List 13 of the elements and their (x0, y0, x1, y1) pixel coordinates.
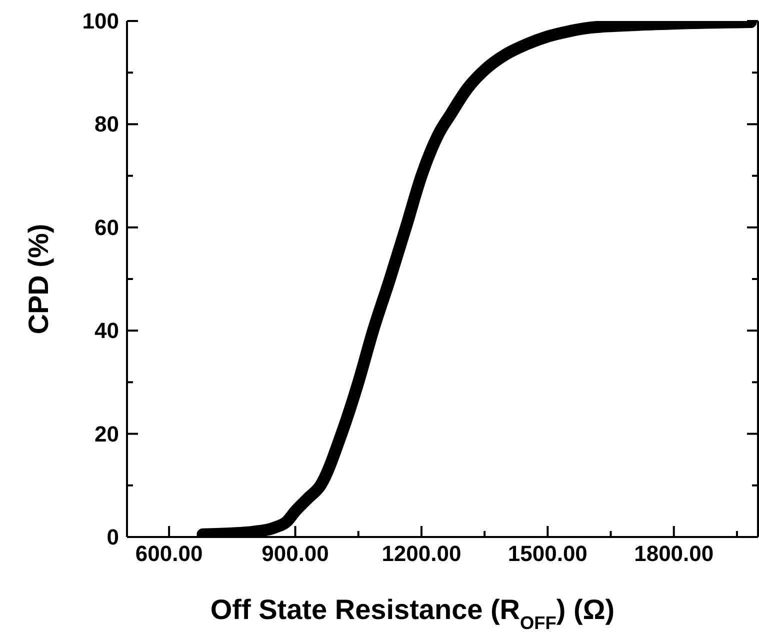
y-tick-label: 60 (94, 214, 119, 240)
x-tick-label: 1800.00 (634, 541, 714, 566)
x-tick-label: 900.00 (262, 541, 329, 566)
x-tick-label: 600.00 (135, 541, 203, 566)
y-tick-label: 0 (106, 524, 119, 550)
x-tick-label: 1500.00 (508, 541, 588, 566)
y-axis-title: CPD (%) (22, 224, 54, 334)
y-tick-label: 20 (94, 421, 119, 446)
y-tick-label: 100 (82, 8, 119, 34)
x-tick-label: 1200.00 (382, 541, 462, 566)
x-axis-title: Off State Resistance (R$_{OFF}$) (Ω) (210, 594, 615, 633)
y-tick-label: 40 (94, 318, 119, 344)
y-tick-label: 80 (94, 112, 119, 137)
